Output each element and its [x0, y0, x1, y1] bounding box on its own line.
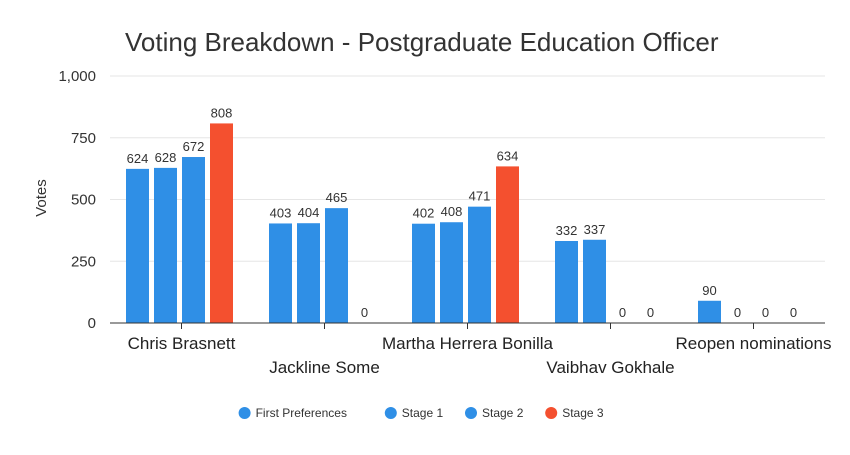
bar [440, 222, 463, 323]
data-label: 332 [556, 223, 578, 238]
data-label: 624 [127, 151, 149, 166]
data-label: 672 [183, 139, 205, 154]
data-label: 402 [413, 206, 435, 221]
x-category-label: Chris Brasnett [128, 334, 236, 353]
data-label: 90 [702, 283, 716, 298]
y-tick-label: 500 [71, 192, 96, 209]
legend-swatch [465, 407, 477, 419]
legend-swatch [238, 407, 251, 419]
chart-title: Voting Breakdown - Postgraduate Educatio… [125, 27, 719, 57]
bar [297, 223, 320, 323]
bar [210, 123, 233, 323]
y-tick-label: 1,000 [58, 68, 96, 85]
axes: 0 250 500 750 1,000 Chris Brasnett Jackline So… [58, 68, 831, 377]
legend-label: Stage 2 [482, 406, 524, 420]
data-label: 0 [762, 305, 769, 320]
bar [698, 300, 721, 323]
data-label: 628 [155, 150, 177, 165]
legend: First Preferences Stage 1 Stage 2 Stage 3 [238, 406, 604, 420]
data-label: 465 [326, 190, 348, 205]
legend-label: Stage 3 [562, 406, 604, 420]
legend-swatch [545, 407, 558, 419]
x-category-label: Jackline Some [269, 358, 380, 377]
legend-label: First Preferences [256, 406, 347, 420]
data-label: 808 [211, 105, 233, 120]
legend-item: Stage 1 [384, 406, 444, 420]
data-label: 0 [647, 305, 654, 320]
data-label: 403 [270, 205, 292, 220]
legend-swatch [384, 407, 397, 419]
data-label: 0 [734, 305, 741, 320]
data-label: 0 [619, 305, 626, 320]
data-label: 337 [584, 222, 606, 237]
data-label: 0 [361, 305, 368, 320]
bar [325, 208, 348, 323]
legend-label: Stage 1 [402, 406, 444, 420]
bar [182, 157, 205, 323]
bar [555, 240, 578, 323]
bar [126, 168, 149, 323]
bar [269, 223, 292, 323]
legend-item: First Preferences [238, 406, 347, 420]
y-tick-label: 750 [71, 130, 96, 147]
bar [154, 167, 177, 323]
data-label: 471 [469, 189, 491, 204]
bar [468, 206, 491, 323]
y-tick-label: 0 [88, 315, 96, 332]
data-label: 634 [497, 148, 519, 163]
bars: 624 628 672 808 403 404 465 0 402 408 471 634 332 337… [126, 105, 797, 323]
data-label: 404 [298, 205, 320, 220]
data-label: 408 [441, 204, 463, 219]
y-axis-label: Votes [33, 179, 50, 217]
bar [412, 223, 435, 323]
x-category-label: Reopen nominations [676, 334, 832, 353]
legend-item: Stage 2 [465, 406, 524, 420]
y-tick-label: 250 [71, 253, 96, 270]
bar [583, 239, 606, 323]
x-category-label: Martha Herrera Bonilla [382, 334, 554, 353]
x-category-label: Vaibhav Gokhale [546, 358, 674, 377]
data-label: 0 [790, 305, 797, 320]
bar [496, 166, 519, 323]
legend-item: Stage 3 [545, 406, 604, 420]
